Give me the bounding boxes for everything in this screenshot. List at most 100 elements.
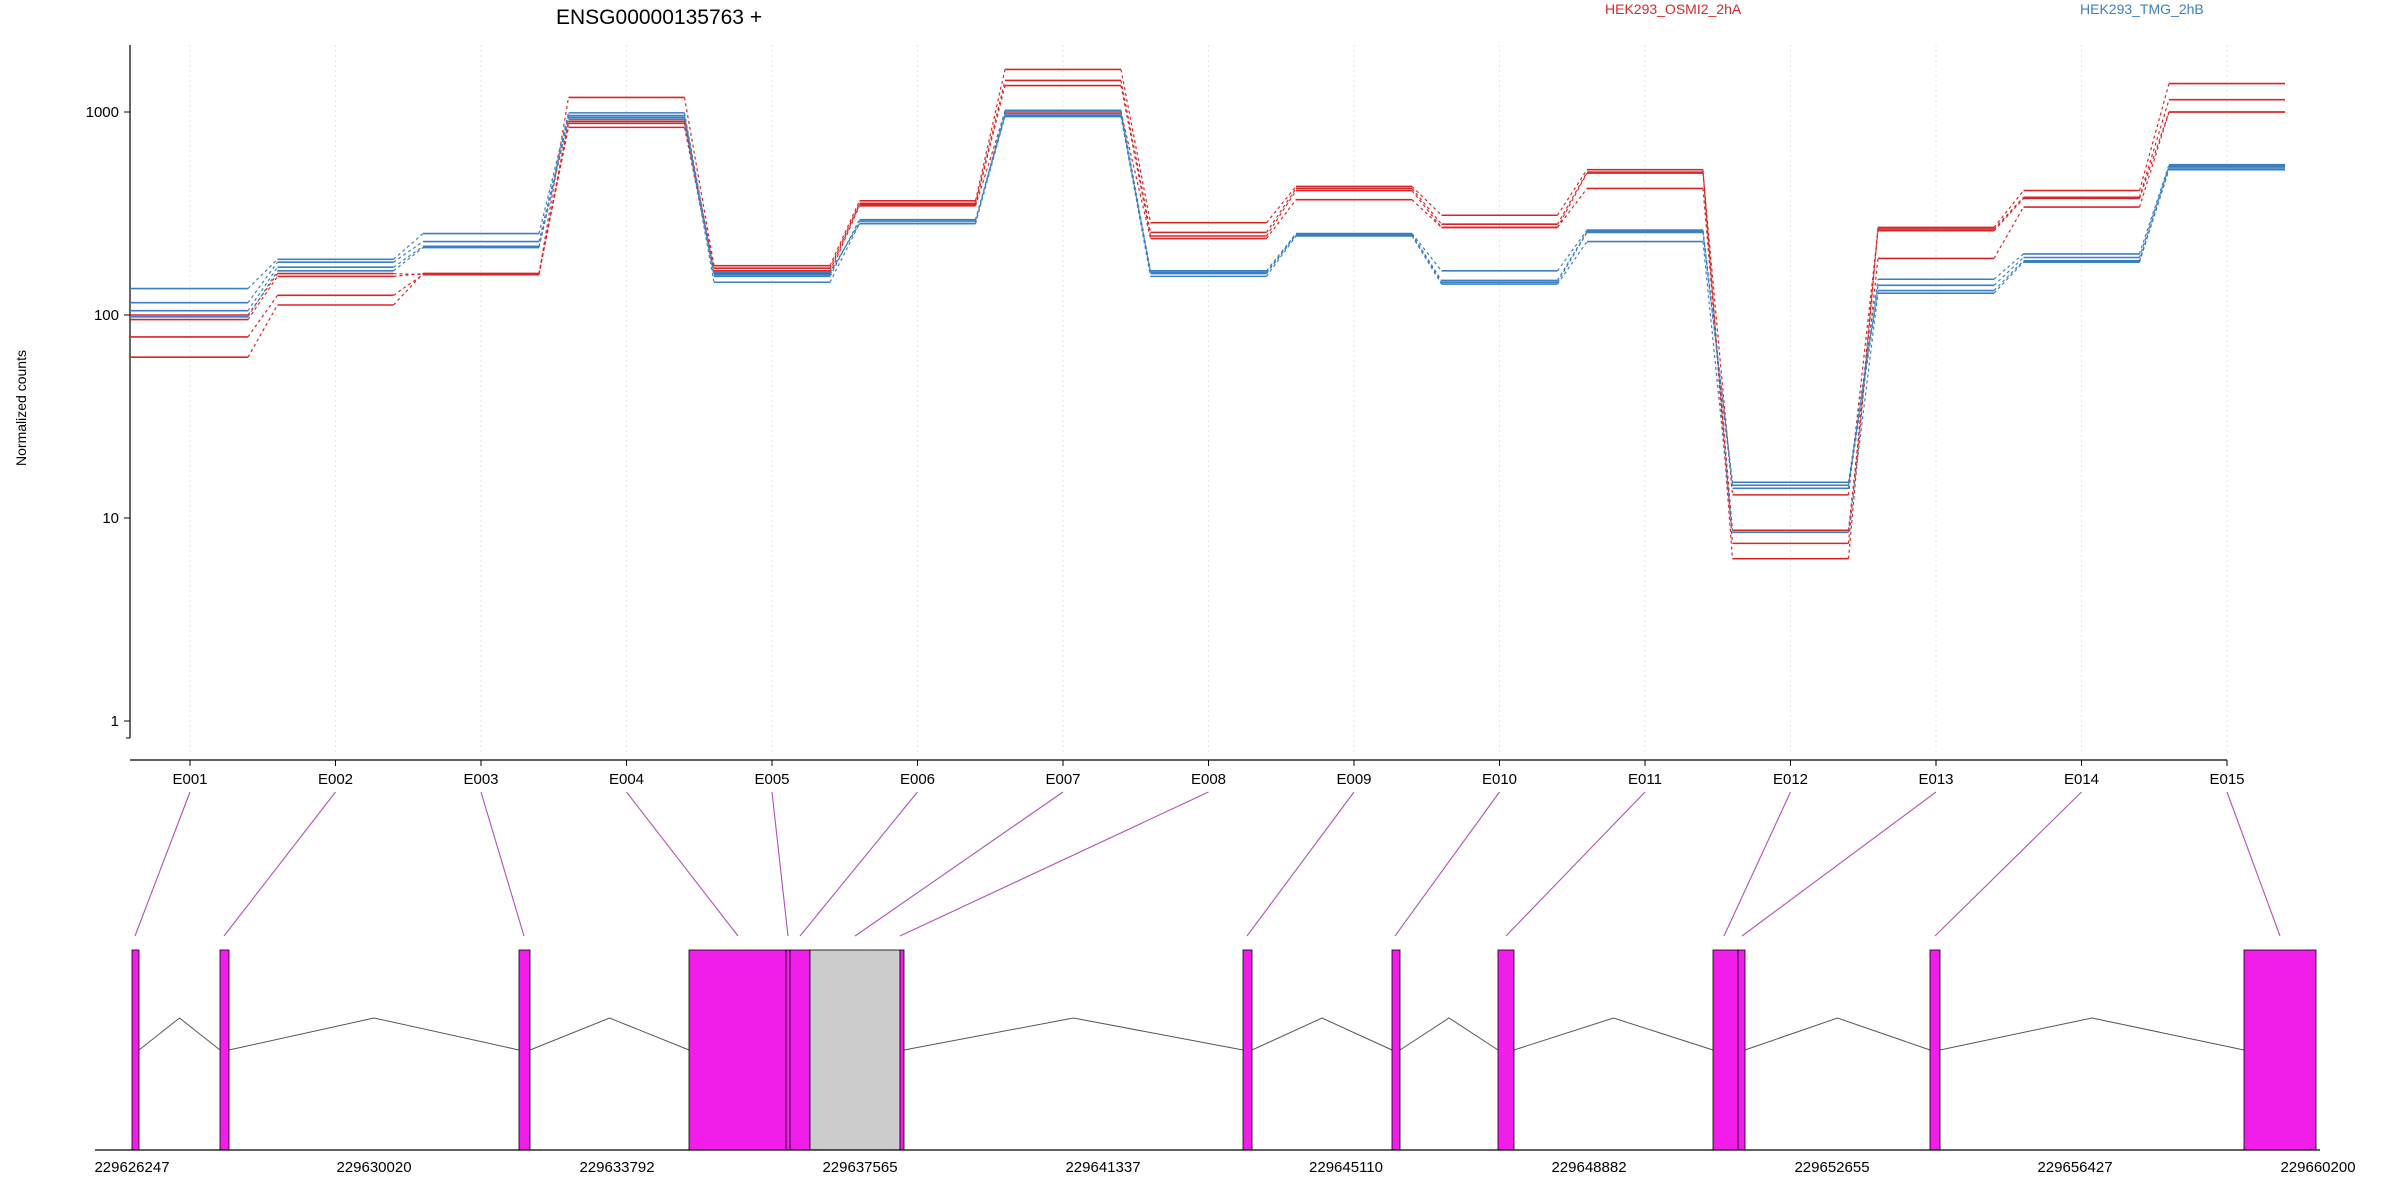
series-3-link-13: [1993, 198, 2024, 232]
intron-2: [228, 1017, 520, 1051]
x-tick-label-E007: E007: [1045, 771, 1080, 788]
series-6-link-1: [247, 261, 278, 304]
intron-8: [1744, 1017, 1931, 1051]
genome-axis-ticks: 229626247 229630020 229633792 229637565 2296…: [94, 1159, 2355, 1176]
series-1-link-6: [974, 69, 1006, 201]
genome-tick-label-6: 229645110: [1309, 1159, 1383, 1176]
y-axis-ticks: 1 10 100 1000: [86, 104, 130, 730]
intron-6: [1399, 1017, 1499, 1051]
series-7-link-5: [829, 220, 861, 275]
exon-box-10: [1391, 949, 1401, 1151]
series-7-link-11: [1702, 232, 1734, 489]
series-5-link-9: [1411, 233, 1442, 272]
connector-E003: [480, 791, 525, 937]
gene-model: [95, 949, 2320, 1151]
series-4-link-8: [1266, 199, 1297, 239]
series-7-link-10: [1556, 232, 1588, 283]
exon-box-6: [789, 949, 811, 1151]
series-2-link-8: [1266, 188, 1297, 233]
x-tick-label-E012: E012: [1773, 771, 1808, 788]
gridlines: [189, 45, 2228, 752]
series-4-link-10: [1557, 188, 1588, 228]
x-tick-label-E008: E008: [1191, 771, 1226, 788]
series-7-link-2: [393, 245, 424, 268]
connector-E010: [1394, 791, 1500, 937]
series-4-link-14: [2138, 111, 2170, 208]
connector-E013: [1741, 791, 1937, 937]
series-5-link-2: [393, 233, 424, 260]
connector-E014: [1934, 791, 2082, 937]
series-5-link-13: [1993, 253, 2024, 280]
exon-box-8: [899, 949, 905, 1151]
series-1-link-4: [683, 97, 715, 266]
series-1-link-11: [1702, 169, 1734, 559]
connector-E011: [1505, 791, 1646, 937]
series-8-link-12: [1847, 293, 1879, 533]
genome-tick-label-8: 229652655: [1794, 1159, 1869, 1176]
series-8-link-8: [1266, 235, 1297, 277]
intron-1: [138, 1017, 221, 1051]
series-4-link-13: [1993, 206, 2025, 259]
series-5-link-1: [247, 258, 278, 289]
series-3-link-5: [829, 204, 861, 272]
series-6-link-14: [2138, 166, 2170, 258]
series-7-link-9: [1411, 234, 1443, 283]
series-3-link-10: [1556, 172, 1588, 228]
x-tick-label-E014: E014: [2064, 771, 2099, 788]
series-4-link-7: [1120, 111, 1152, 239]
series-4: [130, 111, 2285, 532]
genome-tick-label-5: 229641337: [1065, 1159, 1140, 1176]
series-2-link-14: [2138, 99, 2170, 198]
y-tick-label-100: 100: [94, 307, 119, 324]
connector-E005: [771, 791, 789, 937]
series-5: [130, 109, 2285, 484]
series-4-link-5: [829, 205, 861, 274]
series-6-link-13: [1993, 257, 2024, 286]
series-7: [130, 114, 2285, 490]
chart-title: ENSG00000135763 +: [556, 6, 762, 29]
series-3-link-3: [538, 123, 570, 275]
connector-E012: [1723, 791, 1791, 937]
genome-tick-label-7: 229648882: [1551, 1159, 1626, 1176]
connector-E015: [2226, 791, 2281, 937]
legend-entry-osmi2: HEK293_OSMI2_2hA: [1605, 1, 1742, 17]
series-6: [130, 112, 2285, 487]
series-1-link-7: [1120, 69, 1152, 223]
x-tick-label-E013: E013: [1918, 771, 1953, 788]
series-7-link-13: [1993, 260, 2024, 291]
series-lines: [130, 68, 2285, 560]
intron-5: [1251, 1017, 1393, 1051]
series-4-link-1: [247, 304, 279, 358]
exon-box-12: [1712, 949, 1739, 1151]
y-tick-label-1: 1: [111, 713, 119, 730]
series-8-link-2: [393, 247, 424, 272]
series-8-link-10: [1557, 241, 1588, 285]
series-2-link-10: [1556, 171, 1588, 225]
connector-E004: [626, 791, 739, 937]
exon-box-5: [785, 949, 791, 1151]
exon-box-15: [2243, 949, 2317, 1151]
series-6-link-12: [1847, 285, 1879, 486]
x-tick-label-E015: E015: [2209, 771, 2244, 788]
series-5-link-3: [538, 112, 570, 234]
series-1-link-14: [2138, 83, 2170, 191]
x-tick-label-E006: E006: [900, 771, 935, 788]
series-2-link-7: [1120, 80, 1152, 233]
series-3-link-4: [683, 123, 715, 271]
series-8-link-13: [1993, 261, 2024, 294]
exon-box-9: [1242, 949, 1253, 1151]
series-3-link-1: [247, 294, 278, 338]
x-tick-label-E009: E009: [1336, 771, 1371, 788]
genome-tick-label-9: 229656427: [2037, 1159, 2112, 1176]
series-7-link-1: [247, 266, 278, 312]
connector-E009: [1246, 791, 1355, 937]
series-5-link-8: [1266, 233, 1297, 272]
series-8: [130, 115, 2285, 534]
genome-tick-label-4: 229637565: [822, 1159, 897, 1176]
series-3-link-8: [1265, 190, 1297, 237]
exon-box-2: [219, 949, 230, 1151]
exon-box-1: [131, 949, 140, 1151]
x-tick-label-E011: E011: [1628, 771, 1662, 788]
series-4-link-3: [538, 127, 570, 274]
series-1-link-9: [1411, 185, 1442, 216]
